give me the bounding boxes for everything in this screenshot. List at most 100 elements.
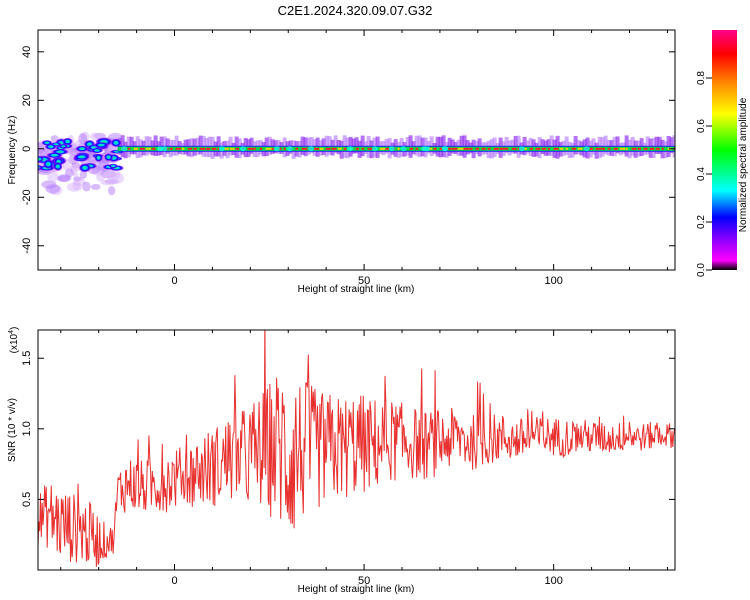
spectrogram-scatter	[41, 180, 57, 189]
spectrogram-haze	[327, 136, 332, 155]
spectrogram-peak	[397, 147, 400, 150]
snr-plot	[38, 330, 675, 567]
spectrogram-peak	[547, 147, 551, 150]
spectrogram-peak	[343, 147, 347, 150]
spectrogram-y-tick-label: -20	[21, 189, 33, 205]
spectrogram-peak	[181, 147, 185, 150]
spectrogram-axes: 0 50 100 40 20 0 -20 -40	[21, 30, 675, 287]
spectrogram-peak	[325, 147, 331, 150]
spectrogram-frame	[37, 29, 676, 271]
spectrogram-peak	[637, 147, 642, 150]
spectrogram-peak	[643, 147, 648, 150]
spectrogram-haze	[147, 136, 152, 155]
spectrogram-peak	[295, 147, 299, 150]
spectrogram-peak	[433, 147, 437, 150]
colorbar-tick-label: 0.8	[696, 71, 707, 85]
spectrogram-haze	[198, 135, 203, 155]
spectrogram-cyan-spot	[421, 146, 428, 152]
spectrogram-peak	[169, 147, 173, 150]
spectrogram-peak	[595, 147, 602, 150]
spectrogram-blob	[110, 138, 122, 148]
spectrogram-cyan-spot	[239, 146, 246, 152]
spectrogram-peak	[463, 147, 470, 150]
spectrogram-haze	[504, 136, 509, 154]
spectrogram-scatter	[64, 168, 74, 178]
spectrogram-peak	[541, 147, 546, 150]
spectrogram-peak	[313, 147, 320, 150]
spectrogram-peak	[331, 147, 337, 150]
spectrogram-peak	[271, 147, 276, 150]
spectrogram-peak	[613, 147, 618, 150]
spectrogram-y-tick-label: 40	[21, 46, 33, 58]
spectrogram-blob	[53, 161, 63, 172]
spectrogram-cyan-spot	[161, 146, 168, 152]
figure-title: C2E1.2024.320.09.07.G32	[278, 3, 433, 18]
spectrogram-peak	[199, 147, 205, 150]
spectrogram-x-tick-label: 50	[358, 275, 370, 287]
spectrogram-haze	[549, 135, 554, 156]
spectrogram-blob	[46, 152, 63, 159]
spectrogram-cyan-spot	[157, 146, 164, 152]
spectrogram-cyan-spot	[400, 146, 407, 152]
spectrogram-haze	[654, 136, 659, 154]
spectrogram-blob	[90, 147, 104, 154]
spectrogram-haze	[414, 135, 419, 156]
spectrogram-blob	[78, 163, 92, 173]
snr-frame	[37, 329, 676, 571]
snr-y-tick-label: 1.0	[21, 421, 33, 436]
spectrogram-peak	[319, 147, 324, 150]
colorbar-axes: 0.0 0.2 0.4 0.6 0.8	[696, 71, 712, 277]
colorbar-tick-label: 0.6	[696, 119, 707, 133]
spectrogram-peak	[445, 147, 452, 150]
spectrogram-peak	[655, 147, 660, 150]
spectrogram-haze	[564, 136, 569, 155]
spectrogram-peak	[385, 147, 390, 150]
spectrogram-peak	[661, 147, 664, 150]
spectrogram-peak	[607, 147, 611, 150]
spectrogram-blob	[103, 153, 114, 162]
spectrogram-cyan-spot	[441, 146, 448, 152]
snr-x-label: Height of straight line (km)	[298, 584, 415, 595]
spectrogram-y-tick-label: 20	[21, 94, 33, 106]
spectrogram-cyan-spot	[218, 146, 225, 152]
spectrogram-y-tick-label: 0	[21, 146, 33, 152]
spectrogram-blob	[58, 144, 69, 149]
spectrogram-green-band	[117, 146, 675, 151]
spectrogram-peak	[211, 147, 217, 150]
spectrogram-peak	[229, 147, 235, 150]
spectrogram-y-label: Frequency (Hz)	[7, 116, 18, 185]
spectrogram-cyan-spot	[347, 146, 354, 152]
spectrogram-scatter	[82, 181, 91, 192]
spectrogram-peak	[493, 147, 499, 150]
spectrogram-cyan-spot	[388, 146, 395, 152]
spectrogram-peak	[223, 147, 229, 150]
spectrogram-haze	[159, 136, 164, 155]
spectrogram-haze	[603, 135, 608, 155]
spectrogram-peak	[253, 147, 256, 150]
colorbar	[712, 30, 737, 270]
spectrogram-scatter	[57, 175, 70, 182]
spectrogram-scatter	[38, 169, 52, 175]
spectrogram-peak	[619, 147, 626, 150]
spectrogram-x-tick-label: 0	[171, 275, 177, 287]
snr-x-tick-label: 50	[358, 575, 370, 587]
spectrogram-peak	[145, 147, 151, 150]
snr-y-multiplier: (x104)	[8, 327, 20, 354]
spectrogram-peak	[577, 147, 583, 150]
spectrogram-peak	[355, 147, 359, 150]
spectrogram-scatter	[96, 172, 105, 182]
snr-series-line	[38, 330, 675, 567]
spectrogram-blob	[93, 142, 109, 149]
spectrogram-blob	[38, 155, 44, 163]
spectrogram-haze	[153, 135, 158, 156]
spectrogram-peak	[469, 147, 473, 150]
snr-y-tick-label: 1.5	[21, 351, 33, 366]
spectrogram-haze	[657, 136, 662, 154]
spectrogram-peak	[247, 147, 254, 150]
spectrogram-scatter	[47, 170, 59, 183]
spectrogram-peak	[481, 147, 486, 150]
spectrogram-peak	[475, 147, 480, 150]
colorbar-tick-label: 0.4	[696, 167, 707, 181]
spectrogram-peak	[151, 147, 156, 150]
